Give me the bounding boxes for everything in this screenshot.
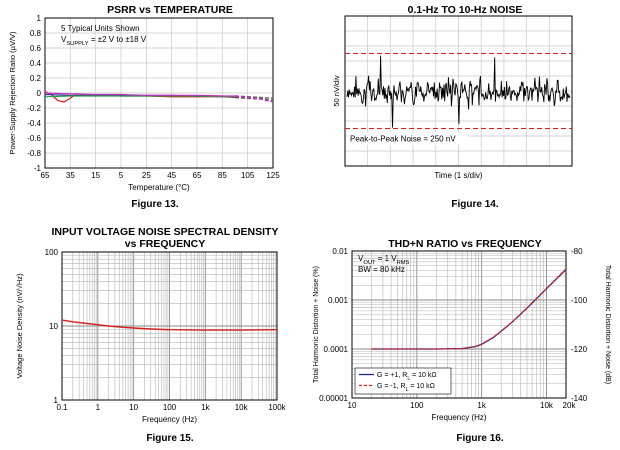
thdn-y-axis-label: Total Harmonic Distortion + Noise (%) [313, 266, 320, 383]
psrr-x-tick-label: 35 [66, 171, 75, 180]
thdn-title: THD+N RATIO vs FREQUENCY [388, 238, 542, 250]
noise-figure-label: Figure 14. [451, 199, 499, 210]
psrr-y-tick-label: 0.8 [30, 29, 42, 38]
noise-plot-frame [344, 15, 573, 167]
noise-chart: Peak-to-Peak Noise = 250 nV Time (1 s/div… [332, 15, 573, 180]
psrr-x-tick-label: 25 [142, 171, 151, 180]
thdn-figure-label: Figure 16. [456, 433, 504, 444]
density-x-axis-label: Frequency (Hz) [142, 415, 197, 424]
psrr-series-unit-7 [234, 95, 274, 103]
psrr-x-tick-label: 65 [193, 171, 202, 180]
density-x-tick-label: 100k [268, 403, 286, 412]
density-x-tick-label: 10 [129, 403, 138, 412]
density-y-tick-label: 100 [45, 248, 59, 257]
psrr-x-tick-label: 45 [167, 171, 176, 180]
density-x-tick-label: 1k [201, 403, 210, 412]
noise-panel: 0.1-Hz TO 10-Hz NOISE Peak-to-Peak Noise… [310, 0, 620, 215]
density-panel: INPUT VOLTAGE NOISE SPECTRAL DENSITY vs … [0, 225, 310, 450]
psrr-x-tick-label: 5 [119, 171, 124, 180]
density-y-tick-label: 1 [54, 396, 59, 405]
psrr-annotation-units: 5 Typical Units Shown [61, 24, 140, 33]
psrr-y-tick-label: -1 [34, 164, 42, 173]
psrr-y-axis-label: Power-Supply Rejection Ratio (µV/V) [8, 31, 17, 155]
thdn-plot-frame [351, 250, 567, 399]
thdn-x-tick-label: 1k [477, 401, 486, 410]
density-series-noise-density [61, 319, 278, 331]
density-y-tick-label: 10 [49, 322, 58, 331]
density-figure-label: Figure 15. [146, 433, 194, 444]
density-y-axis-label: Voltage Noise Density (nV/√Hz) [15, 273, 24, 378]
density-x-tick-label: 0.1 [56, 403, 68, 412]
thdn-y-tick-label: 0.001 [328, 296, 349, 305]
thdn-series-g-plus1 [371, 269, 567, 350]
psrr-y-tick-label: 0.2 [30, 74, 42, 83]
thdn-x-tick-label: 10k [540, 401, 554, 410]
thdn-y-tick-label: 0.0001 [324, 345, 349, 354]
thdn-series-g-minus1 [371, 268, 567, 350]
psrr-y-tick-label: 1 [37, 14, 42, 23]
noise-title: 0.1-Hz TO 10-Hz NOISE [407, 4, 523, 16]
thdn-y-axis-label-right: Total Harmonic Distortion + Noise (dB) [604, 265, 611, 384]
thdn-y-right-tick-label: -100 [571, 296, 588, 305]
thdn-panel: THD+N RATIO vs FREQUENCY 10 100 1k 10k 20k 0.… [310, 225, 620, 450]
noise-annotation-bg [348, 132, 468, 145]
thdn-y-right-tick-label: -80 [571, 247, 583, 256]
psrr-y-tick-label: -0.4 [27, 119, 41, 128]
thdn-x-axis-label: Frequency (Hz) [431, 413, 486, 422]
psrr-y-tick-label: 0.6 [30, 44, 42, 53]
thdn-y-right-tick-label: -140 [571, 394, 588, 403]
psrr-title: PSRR vs TEMPERATURE [107, 4, 233, 16]
thdn-legend-entry: G = -1, RL = 10 kΩ [377, 383, 435, 393]
psrr-panel: PSRR vs TEMPERATURE 65 35 15 5 25 45 65 85 105 12… [0, 0, 310, 215]
thdn-annotation-bw: BW = 80 kHz [358, 265, 405, 274]
noise-trace [346, 55, 571, 128]
psrr-x-tick-label: 85 [218, 171, 227, 180]
psrr-y-tick-label: -0.8 [27, 149, 41, 158]
psrr-y-tick-label: 0 [37, 89, 42, 98]
density-x-tick-label: 10k [235, 403, 249, 412]
psrr-series-unit-4 [44, 92, 235, 97]
thdn-annotation-vout: VOUT = 1 VRMS [358, 254, 410, 266]
psrr-annotation-supply: VSUPPLY = ±2 V to ±18 V [61, 35, 147, 47]
thdn-x-tick-label: 10 [348, 401, 357, 410]
noise-x-axis-label: Time (1 s/div) [434, 171, 482, 180]
psrr-x-axis-label: Temperature (°C) [128, 183, 190, 192]
thdn-y-tick-label: 0.00001 [319, 394, 348, 403]
psrr-x-tick-label: 125 [266, 171, 280, 180]
thdn-y-tick-label: 0.01 [332, 247, 348, 256]
density-x-tick-label: 1 [96, 403, 101, 412]
psrr-x-tick-label: 65 [41, 171, 50, 180]
thdn-x-tick-label: 20k [563, 401, 577, 410]
psrr-x-tick-label: 15 [91, 171, 100, 180]
psrr-chart: 65 35 15 5 25 45 65 85 105 125 -1 -0.8 -0.6 -0.4 -0.2 0… [8, 14, 280, 192]
thdn-legend-entry: G = +1, RL = 10 kΩ [377, 372, 437, 382]
noise-y-axis-label: 50 nV/div [332, 75, 341, 107]
density-title: INPUT VOLTAGE NOISE SPECTRAL DENSITY vs … [51, 226, 279, 250]
density-x-tick-label: 100 [163, 403, 177, 412]
thdn-y-right-tick-label: -120 [571, 345, 588, 354]
psrr-figure-label: Figure 13. [131, 199, 179, 210]
thdn-chart: 10 100 1k 10k 20k 0.00001 -140 0.0001 -120 0.001 -… [313, 247, 611, 422]
thdn-legend-box [354, 367, 452, 395]
psrr-series-unit-3 [44, 95, 235, 98]
psrr-y-tick-label: 0.4 [30, 59, 42, 68]
psrr-y-tick-label: -0.2 [27, 104, 41, 113]
psrr-y-tick-label: -0.6 [27, 134, 41, 143]
psrr-x-tick-label: 105 [241, 171, 255, 180]
noise-annotation-peak: Peak-to-Peak Noise = 250 nV [350, 135, 456, 144]
thdn-x-tick-label: 100 [410, 401, 424, 410]
density-plot-frame [61, 251, 278, 401]
